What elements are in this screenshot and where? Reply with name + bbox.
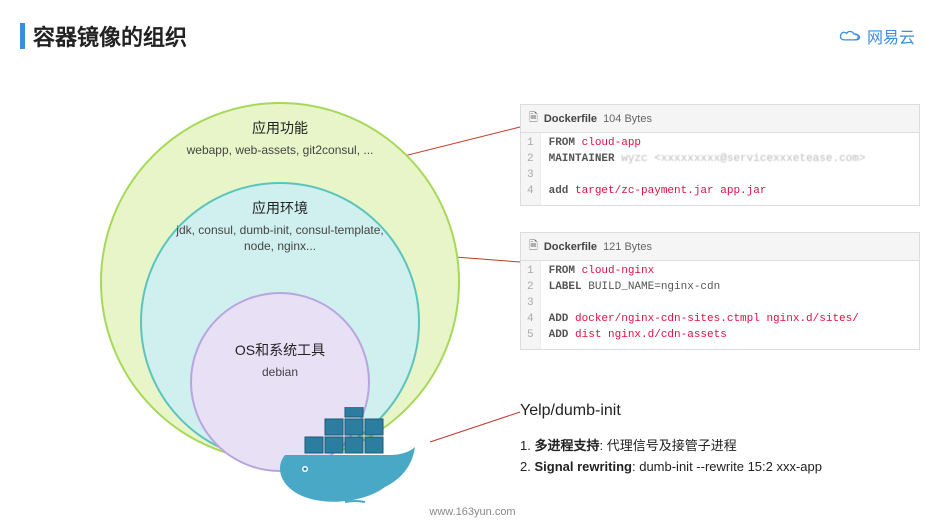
line-number: 3 <box>527 297 534 313</box>
ring-outer-title: 应用功能 <box>102 118 458 138</box>
page-title: 容器镜像的组织 <box>33 20 187 52</box>
title-accent-bar <box>20 23 25 49</box>
code-line: MAINTAINER wyzc <xxxxxxxxx@servicexxxete… <box>549 153 911 169</box>
dockerfile-box-1: 🗎 Dockerfile 104 Bytes 1234 FROM cloud-a… <box>520 104 920 206</box>
line-number: 1 <box>527 265 534 281</box>
filename-1: Dockerfile <box>544 113 597 125</box>
yelp-item: 2. Signal rewriting: dumb-init --rewrite… <box>520 457 822 478</box>
yelp-title: Yelp/dumb-init <box>520 402 822 420</box>
line-number: 5 <box>527 329 534 345</box>
code-line: add target/zc-payment.jar app.jar <box>549 185 911 201</box>
ring-inner-sub: debian <box>192 364 368 380</box>
ring-mid-sub: jdk, consul, dumb-init, consul-template,… <box>142 222 418 254</box>
line-number: 3 <box>527 169 534 185</box>
dockerfile-box-2: 🗎 Dockerfile 121 Bytes 12345 FROM cloud-… <box>520 232 920 350</box>
line-number: 4 <box>527 313 534 329</box>
code-line: FROM cloud-app <box>549 137 911 153</box>
file-icon: 🗎 <box>529 237 538 256</box>
filesize-1: 104 Bytes <box>603 113 652 125</box>
code-line: ADD dist nginx.d/cdn-assets <box>549 329 911 345</box>
ring-inner-title: OS和系统工具 <box>192 340 368 360</box>
code-line <box>549 169 911 185</box>
footer-url: www.163yun.com <box>0 506 945 518</box>
filename-2: Dockerfile <box>544 241 597 253</box>
yelp-section: Yelp/dumb-init 1. 多进程支持: 代理信号及接管子进程2. Si… <box>520 402 822 478</box>
filesize-2: 121 Bytes <box>603 241 652 253</box>
line-number: 2 <box>527 153 534 169</box>
code-line: ADD docker/nginx-cdn-sites.ctmpl nginx.d… <box>549 313 911 329</box>
code-line <box>549 297 911 313</box>
ring-outer-sub: webapp, web-assets, git2consul, ... <box>102 142 458 158</box>
line-number: 4 <box>527 185 534 201</box>
ring-mid-title: 应用环境 <box>142 198 418 218</box>
line-number: 1 <box>527 137 534 153</box>
yelp-item: 1. 多进程支持: 代理信号及接管子进程 <box>520 436 822 457</box>
code-line: FROM cloud-nginx <box>549 265 911 281</box>
brand-logo: 网易云 <box>837 24 915 48</box>
cloud-icon <box>837 27 863 45</box>
logo-text: 网易云 <box>867 24 915 48</box>
line-number: 2 <box>527 281 534 297</box>
code-line: LABEL BUILD_NAME=nginx-cdn <box>549 281 911 297</box>
file-icon: 🗎 <box>529 109 538 128</box>
